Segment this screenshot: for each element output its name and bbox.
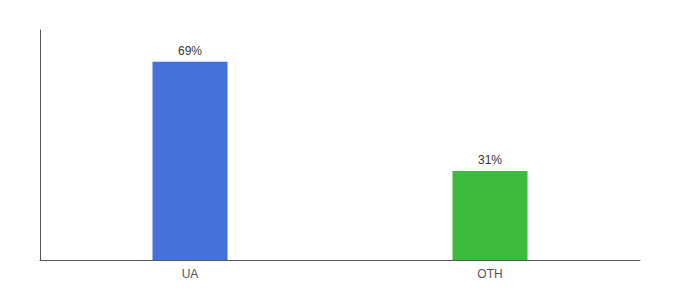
svg-text:OTH: OTH bbox=[477, 267, 502, 281]
svg-text:69%: 69% bbox=[178, 44, 202, 58]
svg-text:31%: 31% bbox=[478, 153, 502, 167]
svg-text:UA: UA bbox=[182, 267, 199, 281]
